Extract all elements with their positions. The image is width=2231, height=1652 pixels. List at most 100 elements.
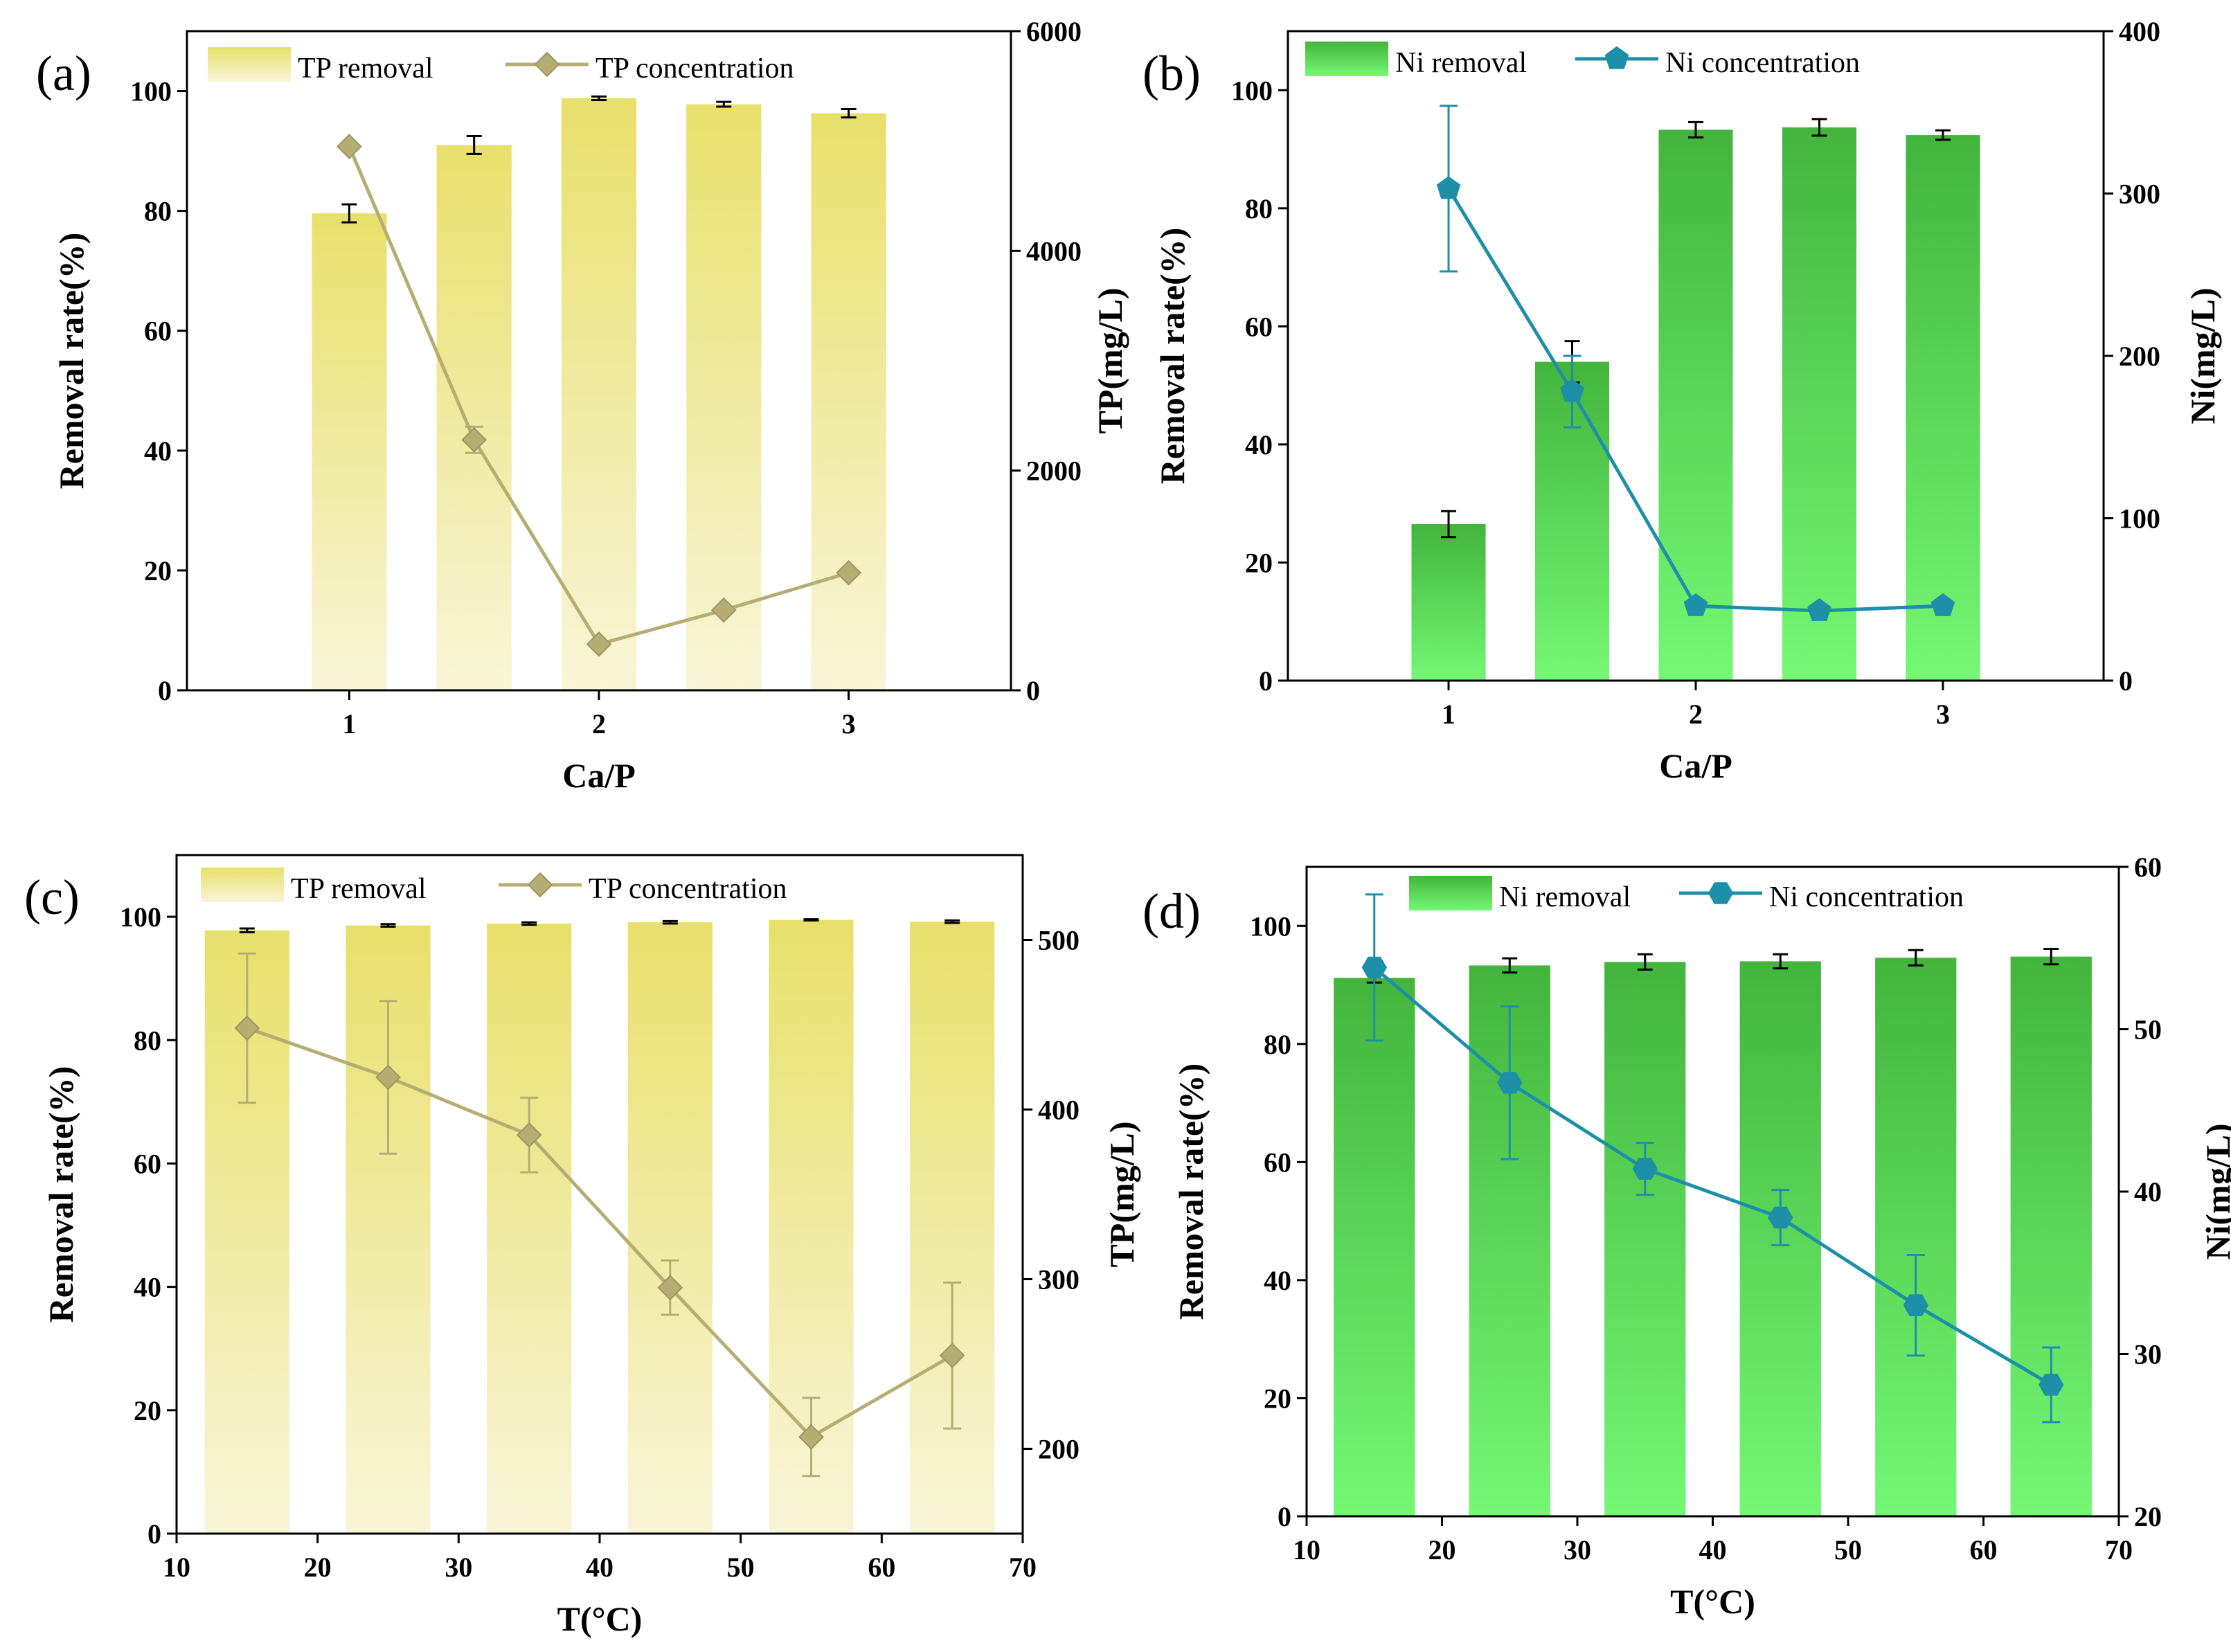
x-tick-label-0: 10 [1293, 1534, 1320, 1565]
series-line [1373, 966, 2052, 1387]
y2-tick-label-1: 300 [1038, 1264, 1079, 1295]
y2-axis-label: Ni(mg/L) [2198, 1123, 2231, 1259]
panel-d: 0 20 40 60 80 100 20 30 40 50 60 10 20 30 40 50 60 70 T(°C… [1143, 852, 2231, 1621]
legend-line-label: Ni concentration [1665, 47, 1860, 79]
panel-letter: (c) [24, 870, 80, 925]
legend-bar-label: TP removal [291, 873, 427, 905]
y2-tick-label-0: 0 [1026, 675, 1040, 706]
legend-bar-swatch [208, 47, 291, 82]
x-tick-label-0: 10 [163, 1552, 190, 1583]
y-axis-label: Removal rate(%) [1153, 228, 1192, 485]
y2-tick-label-3: 300 [2119, 179, 2160, 210]
line-point-4 [1903, 1294, 1928, 1316]
y-tick-label-5: 100 [1231, 75, 1273, 106]
line-point-4 [798, 1424, 824, 1450]
y-tick-label-3: 60 [134, 1148, 161, 1179]
line-point-2 [586, 631, 612, 657]
line-point-2 [1683, 593, 1708, 616]
bar-4 [1875, 958, 1957, 1516]
y-tick-label-2: 40 [1245, 429, 1273, 460]
bar-2 [487, 923, 572, 1534]
line-point-2 [1632, 1158, 1658, 1180]
line-point-5 [2039, 1374, 2064, 1396]
x-tick-label-0: 1 [342, 708, 356, 739]
y-axis-label: Removal rate(%) [42, 1066, 80, 1323]
y-axis-label: Removal rate(%) [52, 233, 91, 490]
x-tick-label-2: 3 [842, 708, 856, 739]
y-tick-label-3: 60 [1264, 1147, 1291, 1178]
legend-line-label: Ni concentration [1769, 881, 1964, 913]
x-tick-label-5: 60 [1970, 1534, 1998, 1565]
y-tick-label-0: 0 [158, 675, 172, 706]
line-point-1 [461, 427, 487, 453]
x-tick-label-1: 20 [304, 1552, 332, 1583]
y-tick-label-3: 60 [144, 316, 172, 347]
legend-bar-label: Ni removal [1499, 881, 1631, 913]
y2-tick-label-0: 200 [1038, 1434, 1079, 1465]
x-tick-label-3: 40 [1699, 1534, 1727, 1565]
x-tick-label-5: 60 [868, 1552, 895, 1583]
legend-bar-swatch [1409, 876, 1492, 910]
legend-bar-label: Ni removal [1395, 47, 1527, 79]
panel-b: 0 20 40 60 80 100 0 100 200 300 400 1 2 3 Ca/P Removal … [1143, 16, 2222, 785]
y-tick-label-0: 0 [1259, 665, 1273, 697]
legend-line-label: TP concentration [589, 873, 787, 905]
y-tick-label-1: 20 [144, 555, 172, 586]
x-tick-label-6: 70 [2105, 1534, 2133, 1565]
line-point-3 [710, 597, 737, 623]
line-point-5 [939, 1343, 965, 1369]
bar-5 [2010, 956, 2092, 1516]
bar-3 [686, 104, 762, 690]
bar-2 [1658, 129, 1733, 681]
y2-tick-label-1: 100 [2119, 503, 2160, 535]
panel-letter: (a) [36, 46, 91, 101]
line-point-3 [1807, 598, 1831, 621]
y2-tick-label-3: 50 [2134, 1014, 2162, 1045]
x-tick-label-6: 70 [1009, 1552, 1037, 1583]
y-tick-label-2: 40 [1264, 1265, 1291, 1296]
line-point-1 [375, 1064, 401, 1090]
x-tick-label-1: 2 [592, 708, 606, 739]
line-point-3 [1768, 1206, 1793, 1229]
y2-tick-label-2: 40 [2134, 1176, 2162, 1207]
y2-axis-label: Ni(mg/L) [2183, 287, 2222, 424]
y2-tick-label-0: 20 [2134, 1501, 2162, 1532]
y-tick-label-0: 0 [1278, 1501, 1291, 1532]
legend-line-marker [534, 51, 560, 78]
bar-4 [1906, 135, 1980, 681]
bar-5 [910, 922, 995, 1534]
y-tick-label-1: 20 [1264, 1383, 1291, 1414]
y-tick-label-0: 0 [147, 1518, 161, 1550]
y2-tick-label-4: 60 [2134, 852, 2162, 883]
y-tick-label-4: 80 [1245, 193, 1273, 224]
x-axis-label: T(°C) [557, 1599, 643, 1638]
y-tick-label-1: 20 [1245, 547, 1273, 578]
y-tick-label-5: 100 [120, 901, 161, 933]
bar-0 [1411, 524, 1486, 681]
y-tick-label-2: 40 [144, 436, 172, 467]
line-point-0 [1436, 176, 1461, 199]
y2-tick-label-2: 400 [1038, 1095, 1079, 1126]
plot-frame [175, 854, 1024, 1535]
line-point-4 [836, 559, 862, 586]
bar-3 [627, 922, 713, 1534]
x-tick-label-0: 1 [1442, 699, 1455, 730]
line-point-0 [336, 134, 362, 160]
bar-4 [811, 113, 886, 691]
legend-line-marker [1604, 46, 1629, 69]
panel-c: 0 20 40 60 80 100 200 300 400 500 10 20 30 40 50 60 70 T(… [24, 854, 1141, 1638]
x-tick-label-2: 30 [445, 1552, 472, 1583]
y-tick-label-4: 80 [134, 1025, 161, 1056]
y2-tick-label-1: 30 [2134, 1339, 2162, 1370]
line-point-4 [1930, 593, 1955, 616]
legend-bar-swatch [201, 868, 284, 902]
legend-line-label: TP concentration [595, 53, 794, 84]
legend-line-marker [1708, 882, 1734, 904]
x-axis-label: Ca/P [562, 756, 636, 795]
line-point-0 [234, 1015, 260, 1041]
line-point-1 [1497, 1072, 1523, 1094]
legend-bar-swatch [1305, 42, 1388, 76]
y-tick-label-2: 40 [134, 1272, 161, 1303]
panel-letter: (d) [1143, 883, 1201, 939]
line-point-1 [1560, 379, 1584, 402]
